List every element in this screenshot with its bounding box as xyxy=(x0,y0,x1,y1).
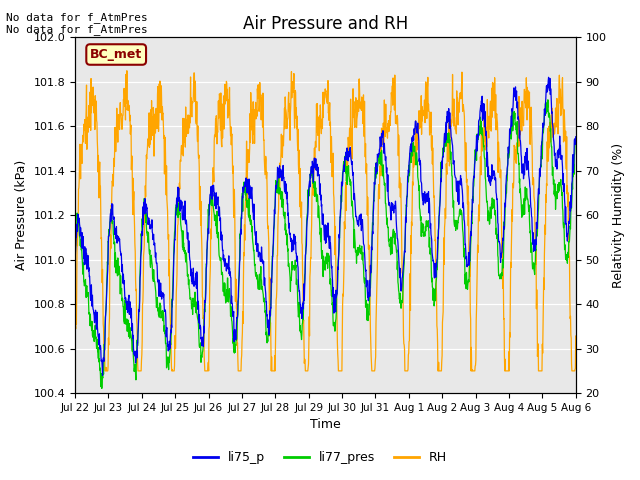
li77_pres xyxy=(403,193,411,199)
Line: li77_pres: li77_pres xyxy=(75,100,576,388)
li75_p xyxy=(183,222,191,228)
RH xyxy=(513,140,521,146)
li75_p xyxy=(71,248,79,254)
li75_p xyxy=(239,195,246,201)
Y-axis label: Relativity Humidity (%): Relativity Humidity (%) xyxy=(612,143,625,288)
RH xyxy=(71,318,79,324)
li75_p xyxy=(513,88,520,94)
li77_pres xyxy=(572,136,580,142)
Y-axis label: Air Pressure (kPa): Air Pressure (kPa) xyxy=(15,160,28,270)
li75_p xyxy=(545,74,552,80)
Text: No data for f_AtmPres: No data for f_AtmPres xyxy=(6,12,148,23)
li75_p xyxy=(403,194,411,200)
li77_pres xyxy=(544,97,552,103)
li77_pres xyxy=(171,230,179,236)
li75_p xyxy=(171,237,179,242)
li77_pres xyxy=(98,385,106,391)
li77_pres xyxy=(71,263,79,268)
RH xyxy=(403,368,411,374)
Line: li75_p: li75_p xyxy=(75,77,576,375)
Text: BC_met: BC_met xyxy=(90,48,142,61)
Legend: li75_p, li77_pres, RH: li75_p, li77_pres, RH xyxy=(188,446,452,469)
RH xyxy=(183,117,191,122)
Text: No data for f_AtmPres: No data for f_AtmPres xyxy=(6,24,148,35)
RH xyxy=(101,368,109,374)
li77_pres xyxy=(239,208,246,214)
li77_pres xyxy=(513,131,520,137)
RH xyxy=(239,321,247,326)
Title: Air Pressure and RH: Air Pressure and RH xyxy=(243,15,408,33)
li77_pres xyxy=(468,200,476,206)
li75_p xyxy=(468,196,476,202)
RH xyxy=(572,333,580,339)
X-axis label: Time: Time xyxy=(310,419,340,432)
Line: RH: RH xyxy=(75,71,576,371)
RH xyxy=(469,368,477,374)
li75_p xyxy=(572,134,580,140)
li77_pres xyxy=(183,259,191,264)
li75_p xyxy=(99,372,106,378)
RH xyxy=(123,68,131,73)
RH xyxy=(171,333,179,338)
